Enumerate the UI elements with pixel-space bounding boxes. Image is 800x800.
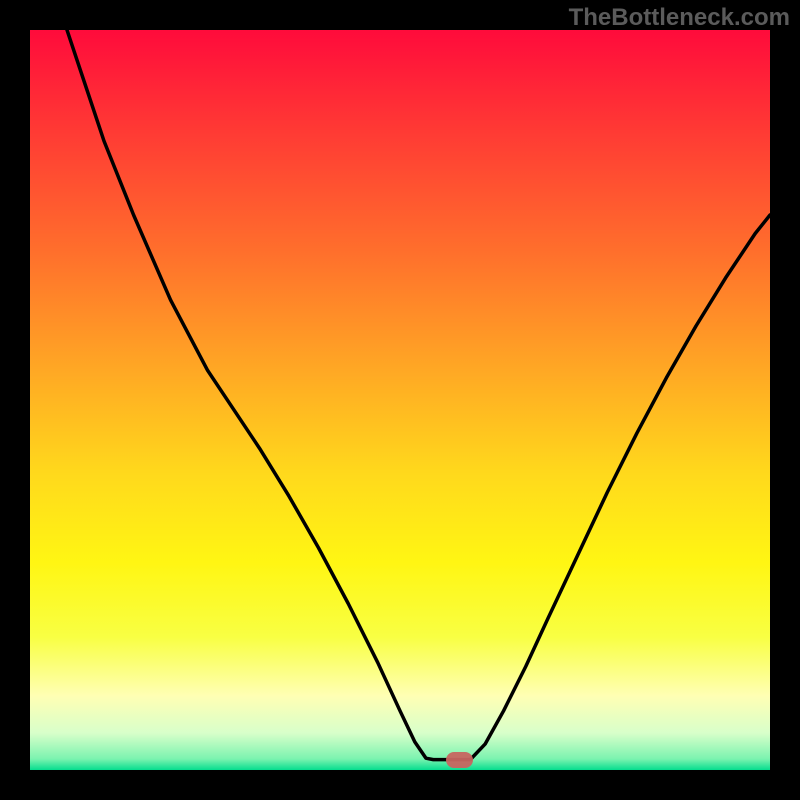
bottleneck-curve-svg [30, 30, 770, 770]
plot-area [30, 30, 770, 770]
watermark-text: TheBottleneck.com [569, 4, 790, 32]
frame: TheBottleneck.com [0, 0, 800, 800]
gradient-background [30, 30, 770, 770]
optimal-point-marker [446, 752, 473, 768]
